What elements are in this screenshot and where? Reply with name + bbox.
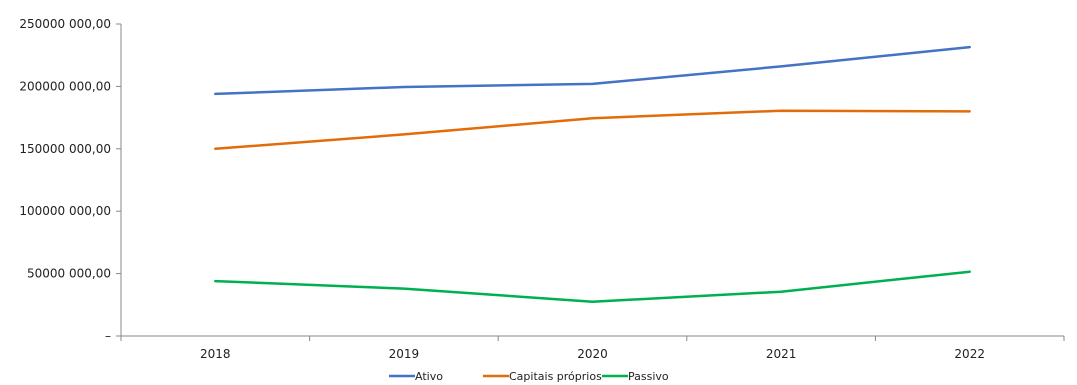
y-tick-label: 200000 000,00 <box>19 79 111 93</box>
y-tick-label: 250000 000,00 <box>19 17 111 31</box>
y-tick-label: 50000 000,00 <box>27 267 111 281</box>
y-tick-label: 150000 000,00 <box>19 142 111 156</box>
y-tick-label: – <box>105 329 111 343</box>
x-tick-label: 2018 <box>200 347 231 361</box>
x-tick-label: 2020 <box>577 347 608 361</box>
x-tick-label: 2019 <box>389 347 420 361</box>
y-tick-label: 100000 000,00 <box>19 204 111 218</box>
x-tick-label: 2021 <box>766 347 797 361</box>
legend-label: Passivo <box>628 370 669 383</box>
legend-label: Capitais próprios <box>509 370 602 383</box>
chart-series <box>214 45 971 303</box>
series-line-capitais-pr-prios <box>214 109 971 151</box>
chart-legend: Ativo Capitais próprios Passivo <box>389 370 669 383</box>
chart-axes: – 50000 000,00 100000 000,00 150000 000,00 2… <box>19 17 1065 361</box>
series-line-ativo <box>214 45 971 96</box>
legend-label: Ativo <box>415 370 443 383</box>
series-line-passivo <box>214 270 971 303</box>
x-tick-label: 2022 <box>954 347 985 361</box>
